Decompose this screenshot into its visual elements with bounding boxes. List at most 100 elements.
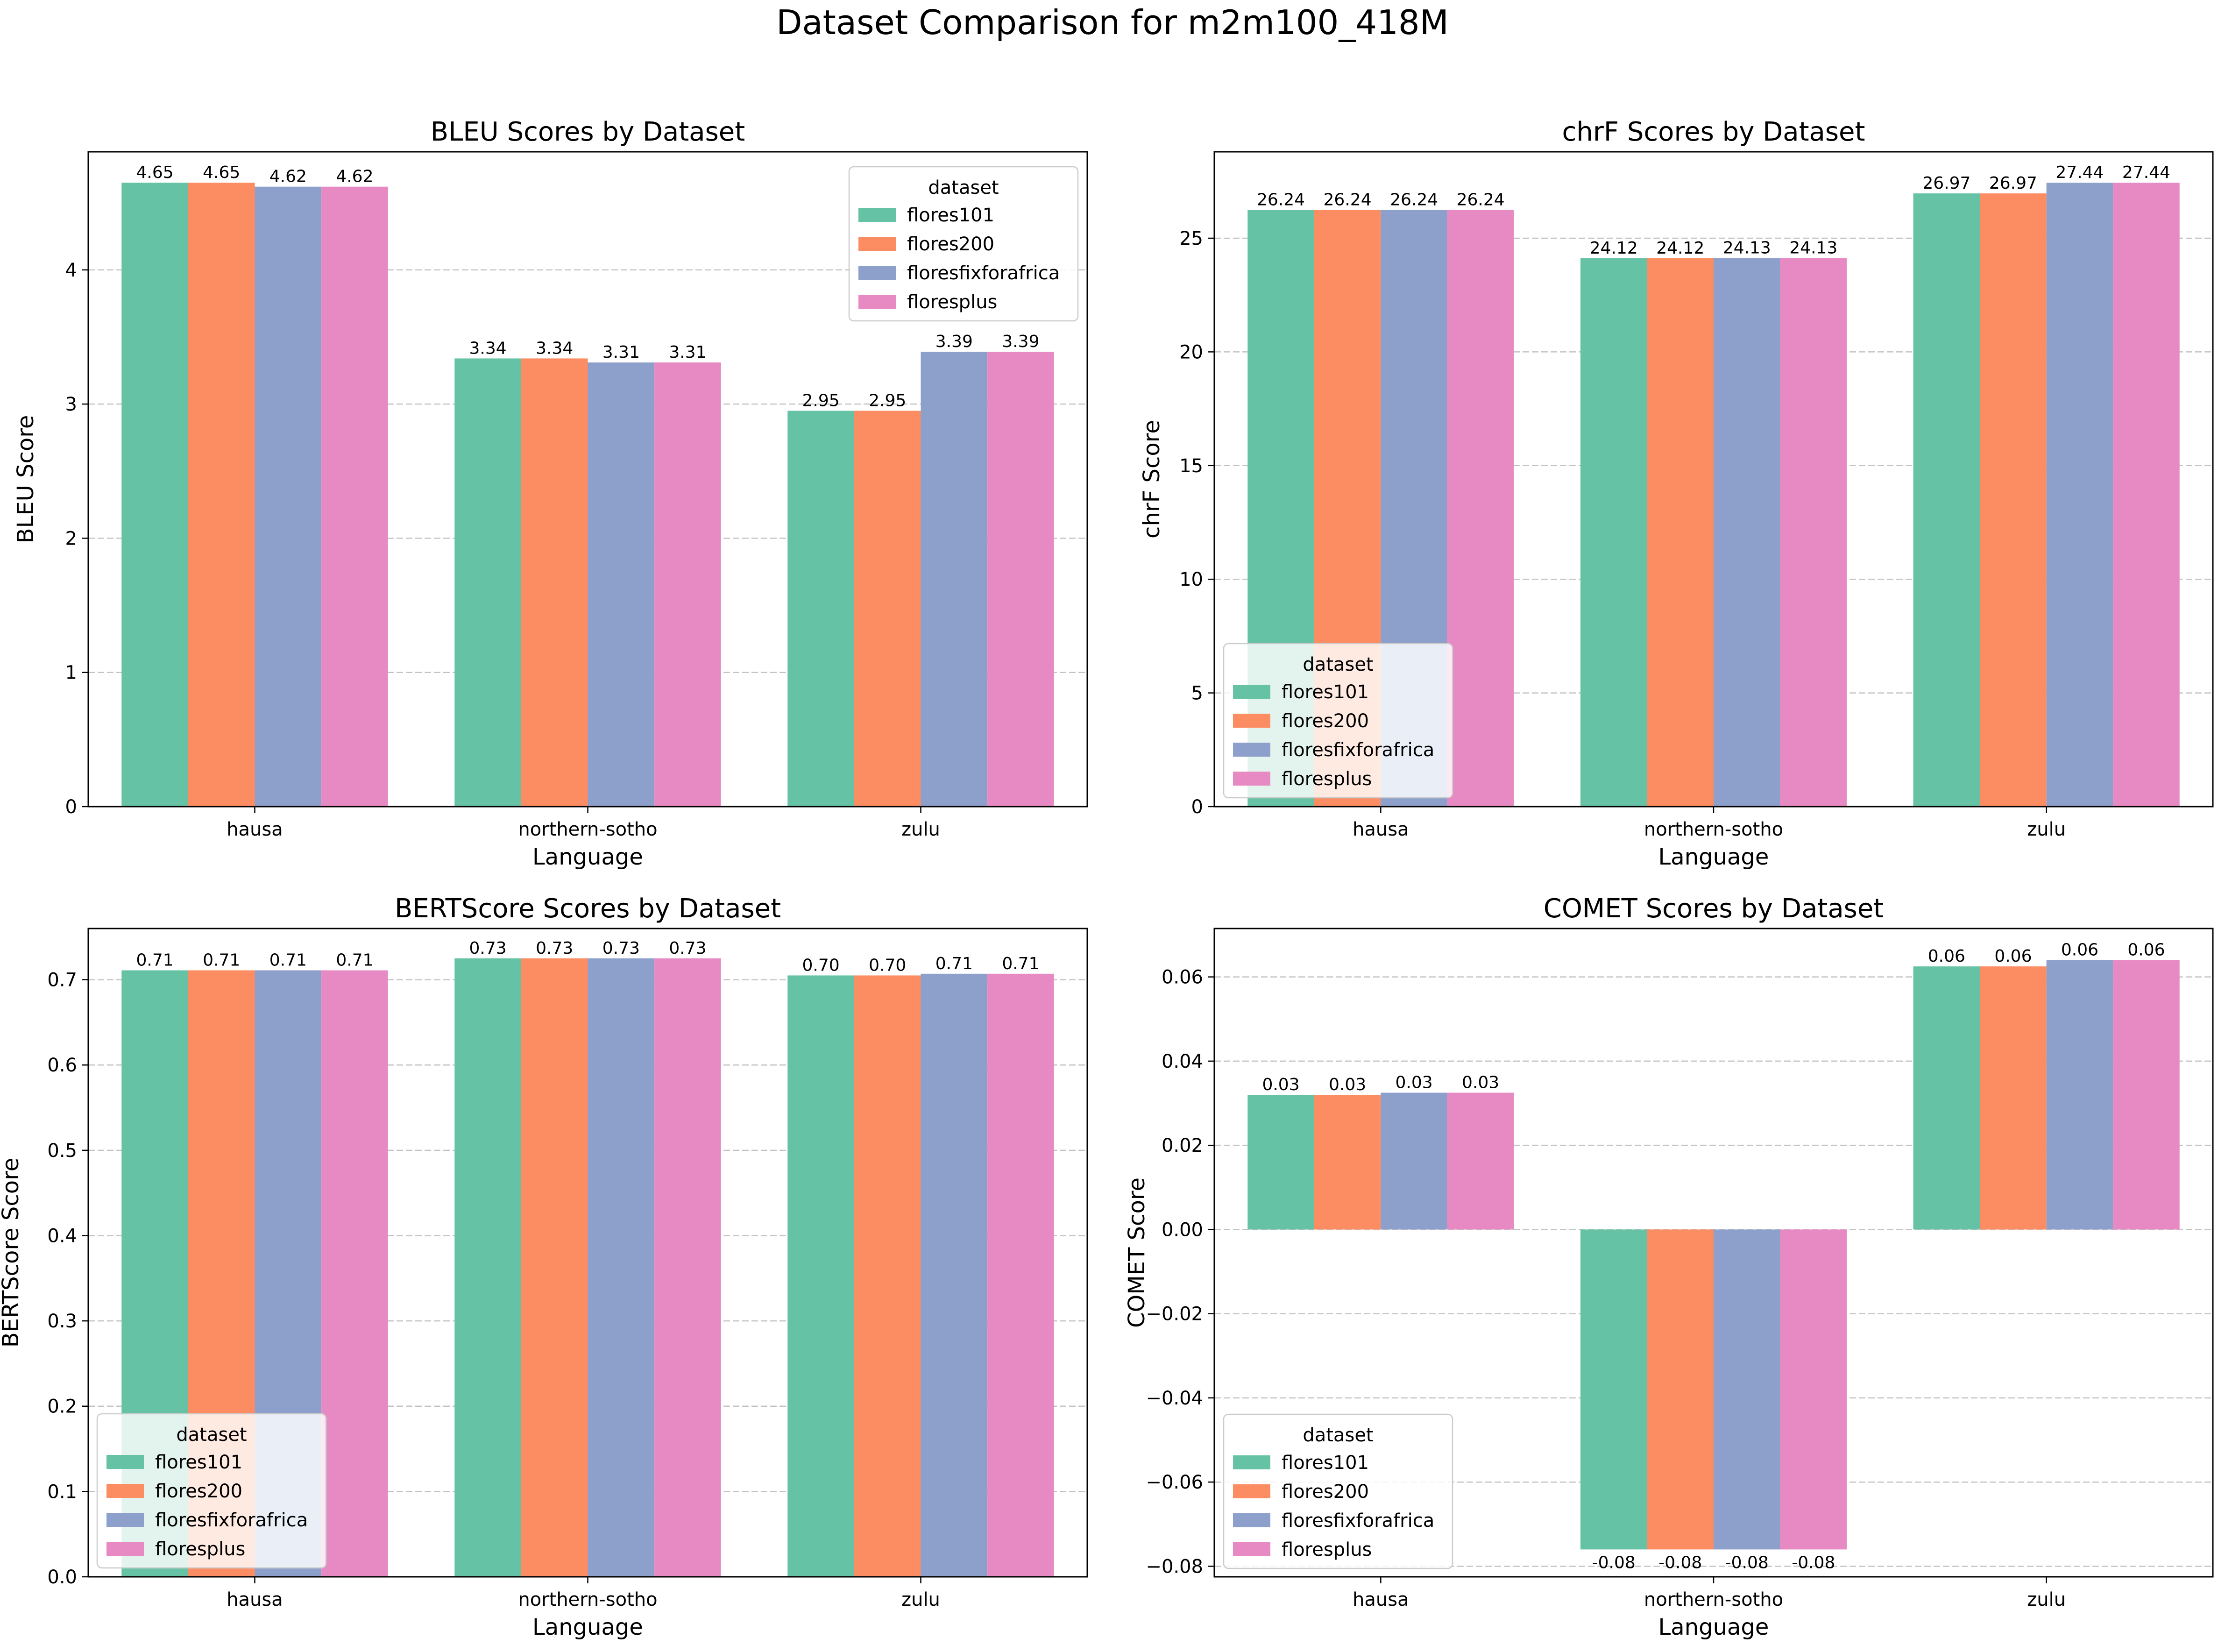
data-label: 0.03 bbox=[1462, 1073, 1499, 1092]
bar-floresfixforafrica bbox=[2046, 960, 2113, 1230]
subplot-title: chrF Scores by Dataset bbox=[1562, 117, 1865, 147]
bar-flores101 bbox=[121, 183, 188, 807]
legend-entry: floresfixforafrica bbox=[155, 1510, 308, 1531]
data-label: 4.65 bbox=[136, 163, 174, 182]
bar-floresplus bbox=[1780, 258, 1847, 807]
bar-floresplus bbox=[1447, 210, 1514, 807]
data-label: 27.44 bbox=[2055, 163, 2104, 182]
legend-entry: floresplus bbox=[1282, 1539, 1372, 1560]
bar-floresplus bbox=[2113, 183, 2180, 807]
legend-swatch bbox=[1233, 772, 1270, 786]
legend-box bbox=[848, 166, 1079, 322]
legend-entry: flores200 bbox=[1282, 1481, 1369, 1503]
y-axis-label: BERTScore Score bbox=[0, 1158, 24, 1348]
data-label: 3.39 bbox=[935, 332, 973, 351]
bar-floresplus bbox=[2113, 960, 2180, 1230]
y-tick-label: 0.3 bbox=[47, 1311, 77, 1332]
legend-swatch bbox=[1233, 685, 1270, 699]
data-label: 4.62 bbox=[269, 167, 307, 186]
data-label: 0.71 bbox=[269, 950, 307, 970]
data-label: 0.70 bbox=[802, 956, 840, 975]
data-label: 24.13 bbox=[1723, 238, 1771, 257]
y-tick-label: 0.6 bbox=[47, 1055, 77, 1076]
bar-floresfixforafrica bbox=[588, 362, 655, 807]
y-tick-label: 25 bbox=[1179, 228, 1203, 249]
legend-box bbox=[1223, 643, 1453, 799]
legend-swatch bbox=[858, 295, 896, 309]
bar-flores101 bbox=[454, 358, 521, 807]
bar-floresfixforafrica bbox=[1714, 1229, 1780, 1550]
data-label: 0.71 bbox=[1002, 954, 1039, 973]
y-tick-label: −0.06 bbox=[1146, 1472, 1203, 1493]
y-tick-label: 0.02 bbox=[1162, 1135, 1203, 1156]
data-label: 3.31 bbox=[669, 343, 706, 362]
bar-flores101 bbox=[454, 958, 521, 1577]
data-label: 0.70 bbox=[869, 956, 906, 975]
y-tick-label: 0.5 bbox=[47, 1140, 77, 1162]
y-tick-label: 5 bbox=[1191, 683, 1203, 704]
subplot-title: BERTScore Scores by Dataset bbox=[395, 893, 781, 924]
data-label: 24.12 bbox=[1590, 239, 1638, 258]
y-tick-label: 1 bbox=[65, 662, 77, 684]
data-label: 0.73 bbox=[469, 939, 507, 958]
data-label: -0.08 bbox=[1592, 1553, 1636, 1572]
y-tick-label: −0.04 bbox=[1146, 1388, 1203, 1409]
bar-flores200 bbox=[521, 358, 588, 807]
data-label: 26.24 bbox=[1257, 191, 1305, 210]
bar-floresplus bbox=[1780, 1229, 1847, 1550]
legend-entry: floresplus bbox=[155, 1539, 245, 1560]
legend-swatch bbox=[1233, 1542, 1270, 1556]
y-tick-label: 4 bbox=[65, 260, 77, 281]
data-label: -0.08 bbox=[1725, 1553, 1769, 1572]
data-label: 0.71 bbox=[336, 950, 373, 970]
data-label: 27.44 bbox=[2122, 163, 2170, 182]
legend-swatch bbox=[1233, 1513, 1270, 1527]
legend-entry: floresfixforafrica bbox=[1282, 739, 1434, 761]
bar-flores101 bbox=[1580, 258, 1647, 807]
legend-swatch bbox=[858, 237, 896, 251]
x-tick-label: zulu bbox=[901, 819, 940, 840]
data-label: 0.73 bbox=[536, 939, 573, 958]
legend: dataset flores101 flores200 floresfixforafr… bbox=[1223, 1413, 1453, 1569]
y-tick-label: 2 bbox=[65, 528, 77, 549]
legend-title: dataset bbox=[1303, 654, 1373, 675]
legend: dataset flores101 flores200 floresfixforafr… bbox=[848, 166, 1079, 322]
data-label: 4.62 bbox=[336, 167, 373, 186]
legend-title: dataset bbox=[928, 177, 999, 199]
bar-floresfixforafrica bbox=[255, 186, 322, 807]
x-axis-label: Language bbox=[532, 844, 643, 870]
data-label: 26.24 bbox=[1324, 191, 1372, 210]
x-tick-label: hausa bbox=[227, 819, 283, 840]
y-tick-label: 15 bbox=[1179, 455, 1203, 477]
y-tick-label: −0.02 bbox=[1146, 1304, 1203, 1325]
data-label: 24.13 bbox=[1789, 238, 1837, 257]
data-label: 2.95 bbox=[869, 391, 906, 410]
legend-swatch bbox=[858, 266, 896, 280]
x-tick-label: northern-sotho bbox=[518, 819, 657, 840]
legend-box bbox=[1223, 1413, 1453, 1569]
x-tick-label: northern-sotho bbox=[1644, 819, 1783, 840]
y-tick-label: 10 bbox=[1179, 569, 1203, 590]
data-label: 0.06 bbox=[1994, 947, 2032, 966]
data-label: 4.65 bbox=[203, 163, 240, 182]
data-label: 26.97 bbox=[1922, 174, 1970, 193]
bar-flores101 bbox=[1913, 966, 1980, 1230]
bar-flores101 bbox=[787, 975, 854, 1577]
legend-swatch bbox=[106, 1484, 144, 1498]
data-label: 0.71 bbox=[203, 950, 240, 970]
bar-floresfixforafrica bbox=[588, 958, 655, 1577]
y-tick-label: 0.2 bbox=[47, 1396, 77, 1418]
figure-title: Dataset Comparison for m2m100_418M bbox=[776, 3, 1449, 42]
y-tick-label: 0.1 bbox=[47, 1481, 77, 1503]
bar-flores200 bbox=[521, 958, 588, 1577]
bar-flores200 bbox=[1647, 1229, 1714, 1550]
bar-flores101 bbox=[1913, 193, 1980, 807]
data-label: 0.06 bbox=[2061, 941, 2098, 960]
bar-flores200 bbox=[1980, 193, 2047, 807]
bar-floresplus bbox=[1447, 1092, 1514, 1230]
y-axis-label: BLEU Score bbox=[13, 415, 39, 544]
